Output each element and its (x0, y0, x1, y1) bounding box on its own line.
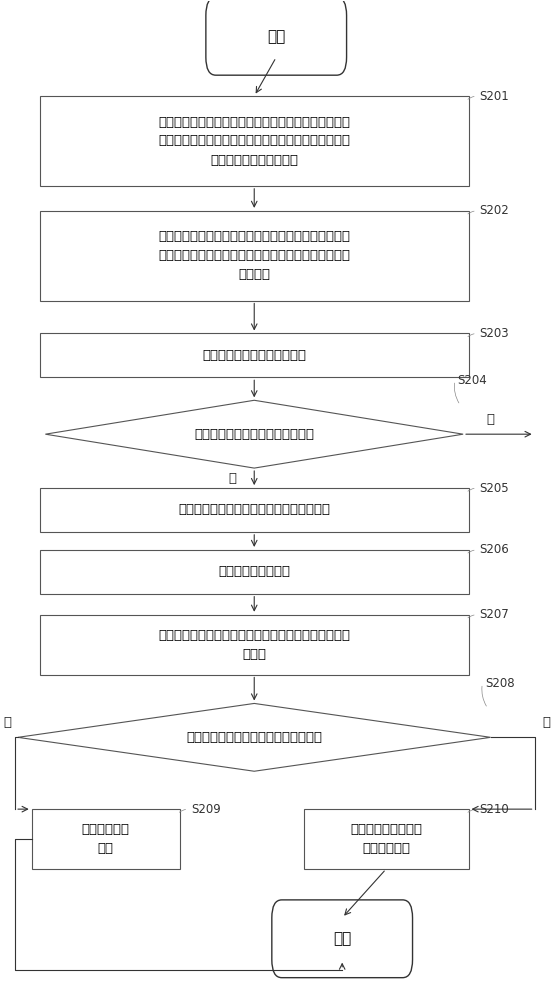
Bar (304, 809, 469, 869)
Text: 通过扬声器播放除尘音频，以使扬声器的出声孔具有最
大风速: 通过扬声器播放除尘音频，以使扬声器的出声孔具有最 大风速 (158, 629, 350, 661)
Polygon shape (18, 703, 491, 771)
Text: 是: 是 (228, 472, 236, 485)
Text: S201: S201 (480, 90, 509, 103)
Bar (40, 96, 469, 186)
Text: S204: S204 (458, 374, 488, 387)
Text: 开始: 开始 (267, 29, 285, 44)
Text: 出声孔已畅通，提示
用户除尘完成: 出声孔已畅通，提示 用户除尘完成 (350, 823, 422, 855)
Bar (40, 615, 469, 675)
Text: 检测扬声器的出声孔是否出现堵塞: 检测扬声器的出声孔是否出现堵塞 (194, 428, 314, 441)
Text: S202: S202 (480, 204, 509, 217)
Text: S210: S210 (480, 803, 509, 816)
Polygon shape (45, 400, 463, 468)
Bar (40, 211, 469, 301)
Text: 在预设电流值下，将各个电流频率的激励电流，分别输
入扬声器的线圈以驱动扬声器的振膜振动，并在振膜带
动下在出声孔处产生气流: 在预设电流值下，将各个电流频率的激励电流，分别输 入扬声器的线圈以驱动扬声器的振… (158, 115, 350, 166)
Bar (40, 550, 469, 594)
Bar (40, 488, 469, 532)
Text: S209: S209 (191, 803, 221, 816)
Bar (32, 809, 180, 869)
Text: S205: S205 (480, 482, 509, 495)
Text: S206: S206 (480, 543, 509, 556)
Text: S203: S203 (480, 327, 509, 340)
Text: 否: 否 (486, 413, 495, 426)
Bar (40, 333, 469, 377)
Text: S208: S208 (485, 677, 515, 690)
Text: 否: 否 (543, 716, 551, 729)
Text: 读取预存的除尘音频: 读取预存的除尘音频 (218, 565, 290, 578)
Text: S207: S207 (480, 608, 509, 621)
Text: 将振膜的振动幅度最大时，线圈所输入的激励电流的电
流频率记为固有频率，根据固有频率的激励电流，生成
除尘音频: 将振膜的振动幅度最大时，线圈所输入的激励电流的电 流频率记为固有频率，根据固有频… (158, 230, 350, 281)
Text: 结束: 结束 (333, 931, 351, 946)
Text: 显示除尘界面，以请求获取用户的除尘指示: 显示除尘界面，以请求获取用户的除尘指示 (178, 503, 330, 516)
Text: 是: 是 (3, 716, 11, 729)
Text: 提示用户进行
维修: 提示用户进行 维修 (82, 823, 130, 855)
Text: 将除尘音频存储在终端设备中: 将除尘音频存储在终端设备中 (202, 349, 306, 362)
FancyBboxPatch shape (272, 900, 413, 978)
Text: 重新检测扬声器的出声孔是否出现堵塞: 重新检测扬声器的出声孔是否出现堵塞 (186, 731, 322, 744)
FancyBboxPatch shape (206, 0, 347, 75)
